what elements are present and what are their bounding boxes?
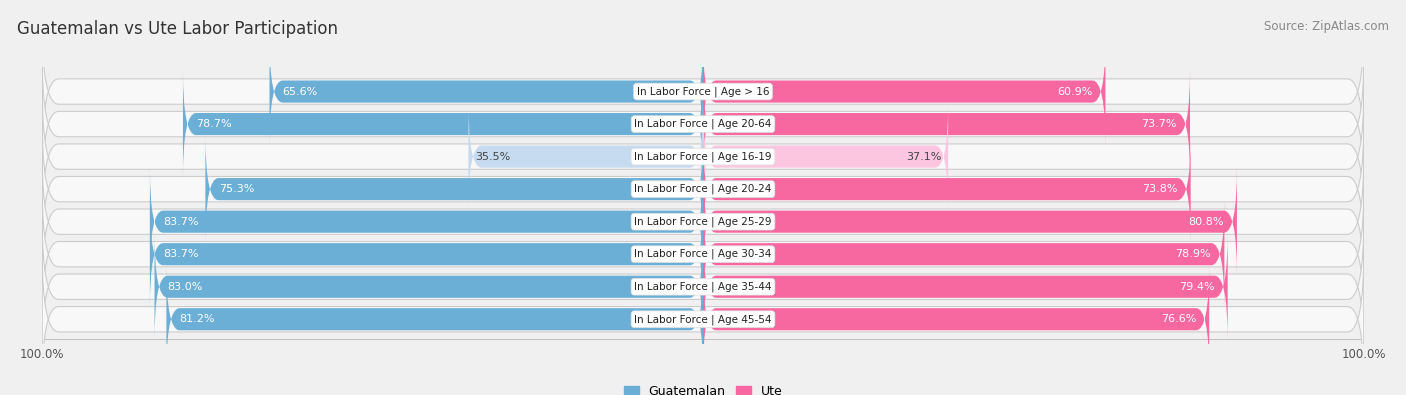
Text: 80.8%: 80.8% — [1188, 217, 1223, 227]
FancyBboxPatch shape — [703, 103, 948, 211]
FancyBboxPatch shape — [703, 167, 1237, 276]
Text: 78.9%: 78.9% — [1175, 249, 1211, 259]
FancyBboxPatch shape — [703, 38, 1105, 145]
Text: Guatemalan vs Ute Labor Participation: Guatemalan vs Ute Labor Participation — [17, 20, 337, 38]
FancyBboxPatch shape — [703, 233, 1227, 341]
FancyBboxPatch shape — [270, 38, 703, 145]
Text: 83.7%: 83.7% — [163, 249, 198, 259]
FancyBboxPatch shape — [42, 23, 1364, 160]
FancyBboxPatch shape — [42, 55, 1364, 193]
Text: 75.3%: 75.3% — [218, 184, 254, 194]
FancyBboxPatch shape — [183, 70, 703, 178]
FancyBboxPatch shape — [703, 200, 1225, 308]
Text: In Labor Force | Age 45-54: In Labor Force | Age 45-54 — [634, 314, 772, 325]
Text: In Labor Force | Age 20-24: In Labor Force | Age 20-24 — [634, 184, 772, 194]
Text: 83.0%: 83.0% — [167, 282, 202, 292]
Text: 76.6%: 76.6% — [1160, 314, 1197, 324]
Legend: Guatemalan, Ute: Guatemalan, Ute — [624, 385, 782, 395]
Text: 37.1%: 37.1% — [907, 152, 942, 162]
Text: 60.9%: 60.9% — [1057, 87, 1092, 96]
Text: 78.7%: 78.7% — [197, 119, 232, 129]
FancyBboxPatch shape — [42, 250, 1364, 388]
Text: 83.7%: 83.7% — [163, 217, 198, 227]
Text: 35.5%: 35.5% — [475, 152, 510, 162]
Text: In Labor Force | Age 16-19: In Labor Force | Age 16-19 — [634, 151, 772, 162]
Text: In Labor Force | Age 30-34: In Labor Force | Age 30-34 — [634, 249, 772, 260]
Text: 81.2%: 81.2% — [180, 314, 215, 324]
Text: Source: ZipAtlas.com: Source: ZipAtlas.com — [1264, 20, 1389, 33]
FancyBboxPatch shape — [205, 135, 703, 243]
FancyBboxPatch shape — [42, 186, 1364, 323]
FancyBboxPatch shape — [42, 88, 1364, 225]
Text: In Labor Force | Age > 16: In Labor Force | Age > 16 — [637, 86, 769, 97]
FancyBboxPatch shape — [703, 70, 1189, 178]
Text: 65.6%: 65.6% — [283, 87, 318, 96]
Text: In Labor Force | Age 25-29: In Labor Force | Age 25-29 — [634, 216, 772, 227]
Text: 73.7%: 73.7% — [1142, 119, 1177, 129]
Text: In Labor Force | Age 35-44: In Labor Force | Age 35-44 — [634, 282, 772, 292]
Text: In Labor Force | Age 20-64: In Labor Force | Age 20-64 — [634, 119, 772, 129]
FancyBboxPatch shape — [42, 153, 1364, 290]
FancyBboxPatch shape — [42, 120, 1364, 258]
FancyBboxPatch shape — [150, 200, 703, 308]
FancyBboxPatch shape — [155, 233, 703, 341]
FancyBboxPatch shape — [703, 135, 1191, 243]
FancyBboxPatch shape — [468, 103, 703, 211]
FancyBboxPatch shape — [150, 167, 703, 276]
FancyBboxPatch shape — [703, 265, 1209, 373]
FancyBboxPatch shape — [166, 265, 703, 373]
Text: 79.4%: 79.4% — [1178, 282, 1215, 292]
FancyBboxPatch shape — [42, 218, 1364, 356]
Text: 73.8%: 73.8% — [1142, 184, 1177, 194]
